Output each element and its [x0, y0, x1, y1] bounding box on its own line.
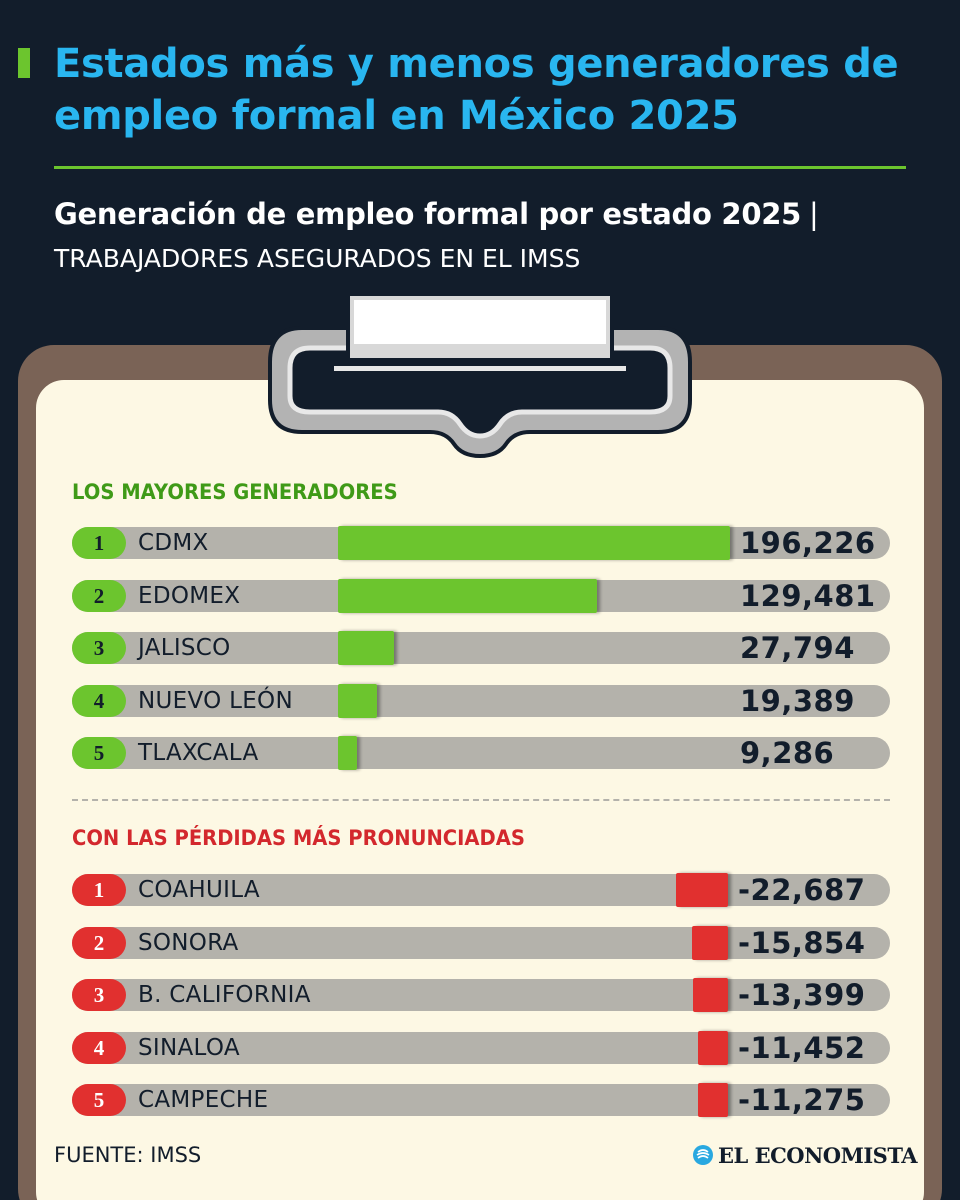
- state-label: B. CALIFORNIA: [138, 982, 311, 1008]
- bar-row: 1 COAHUILA -22,687: [72, 873, 890, 907]
- bar: [338, 526, 730, 560]
- bar: [697, 1030, 728, 1065]
- value-label: -11,452: [738, 1030, 866, 1065]
- bar-row: 1 CDMX 196,226: [72, 526, 890, 560]
- unit-label: TRABAJADORES ASEGURADOS EN EL IMSS: [54, 244, 581, 273]
- rank-badge: 5: [72, 1084, 126, 1116]
- title-accent-bar: [18, 48, 30, 78]
- bar-row: 4 SINALOA -11,452: [72, 1030, 890, 1065]
- clipboard-clip-icon: [268, 292, 692, 459]
- bar-track: [72, 684, 890, 717]
- bar: [338, 683, 377, 718]
- bar: [692, 978, 728, 1012]
- subtitle-text: Generación de empleo formal por estado 2…: [54, 197, 801, 231]
- el-economista-logo-icon: [693, 1145, 713, 1165]
- bar-row: 3 JALISCO 27,794: [72, 631, 890, 665]
- bar-track: [72, 979, 890, 1011]
- bar-track: [72, 632, 890, 664]
- rank-badge: 3: [72, 632, 126, 664]
- state-label: CDMX: [138, 530, 209, 556]
- bar-row: 2 SONORA -15,854: [72, 925, 890, 960]
- value-label: 19,389: [740, 683, 855, 718]
- bar: [676, 873, 728, 907]
- rank-badge: 4: [72, 684, 126, 717]
- chart-subtitle: Generación de empleo formal por estado 2…: [54, 195, 934, 233]
- bar-row: 5 TLAXCALA 9,286: [72, 736, 890, 770]
- rank-badge: 2: [72, 926, 126, 959]
- value-label: -11,275: [738, 1083, 866, 1117]
- state-label: CAMPECHE: [138, 1087, 269, 1113]
- value-label: 27,794: [740, 631, 855, 665]
- top-generators-heading: LOS MAYORES GENERADORES: [72, 480, 398, 504]
- top-losses-heading: CON LAS PÉRDIDAS MÁS PRONUNCIADAS: [72, 826, 525, 850]
- rank-badge: 1: [72, 874, 126, 906]
- state-label: NUEVO LEÓN: [138, 687, 293, 714]
- bar: [338, 736, 357, 770]
- rank-badge: 4: [72, 1031, 126, 1064]
- bar-track: [72, 1084, 890, 1116]
- value-label: -13,399: [738, 978, 866, 1012]
- bar-row: 3 B. CALIFORNIA -13,399: [72, 978, 890, 1012]
- bar-track: [72, 926, 890, 959]
- title-divider: [54, 166, 906, 169]
- value-label: -15,854: [738, 925, 866, 960]
- value-label: 129,481: [740, 578, 876, 613]
- bar-row: 2 EDOMEX 129,481: [72, 578, 890, 613]
- subtitle-separator: |: [808, 197, 819, 231]
- bar: [698, 1083, 728, 1117]
- bar-row: 5 CAMPECHE -11,275: [72, 1083, 890, 1117]
- section-divider: [72, 799, 890, 801]
- state-label: EDOMEX: [138, 582, 241, 609]
- bar-row: 4 NUEVO LEÓN 19,389: [72, 683, 890, 718]
- state-label: SONORA: [138, 929, 239, 956]
- bar-track: [72, 874, 890, 906]
- value-label: 9,286: [740, 736, 835, 770]
- value-label: -22,687: [738, 873, 866, 907]
- state-label: SINALOA: [138, 1034, 240, 1061]
- state-label: COAHUILA: [138, 877, 260, 903]
- source-note: FUENTE: IMSS: [54, 1143, 202, 1167]
- state-label: TLAXCALA: [138, 740, 259, 766]
- state-label: JALISCO: [138, 635, 231, 661]
- bar: [338, 578, 597, 613]
- rank-badge: 3: [72, 979, 126, 1011]
- bar-track: [72, 737, 890, 769]
- bar-track: [72, 1031, 890, 1064]
- rank-badge: 2: [72, 579, 126, 612]
- value-label: 196,226: [740, 526, 876, 560]
- brand-logo: EL ECONOMISTA: [692, 1140, 918, 1170]
- rank-badge: 5: [72, 737, 126, 769]
- rank-badge: 1: [72, 527, 126, 559]
- brand-name: EL ECONOMISTA: [718, 1142, 918, 1168]
- bar: [691, 925, 728, 960]
- page-title: Estados más y menos generadores de emple…: [54, 41, 899, 139]
- bar: [338, 631, 394, 665]
